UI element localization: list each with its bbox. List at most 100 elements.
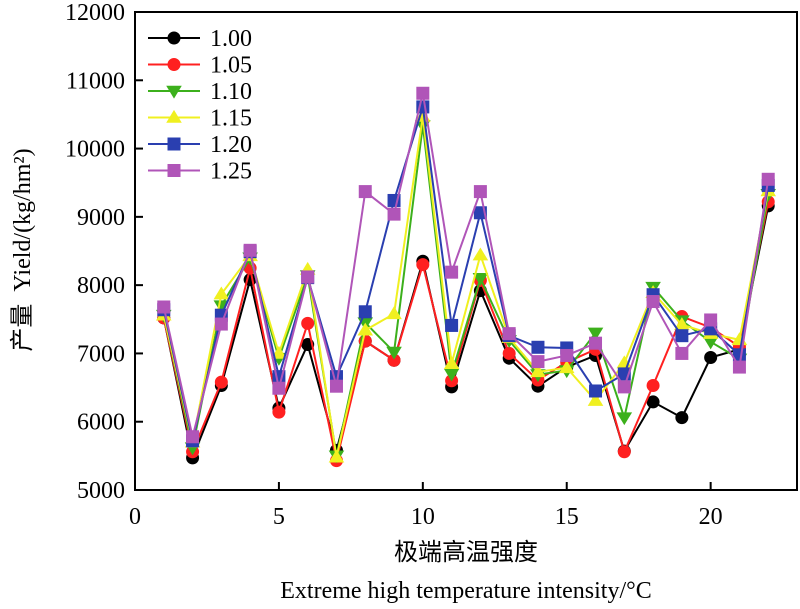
- data-point: [587, 327, 604, 341]
- series-line: [162, 93, 770, 437]
- y-axis-title-cn: 产量: [8, 304, 36, 352]
- data-point: [589, 384, 603, 398]
- data-point: [472, 273, 489, 286]
- y-tick-label: 12000: [65, 0, 125, 26]
- data-point: [445, 318, 459, 332]
- legend-marker: [167, 137, 181, 151]
- data-point: [445, 265, 459, 279]
- x-tick-label: 20: [699, 504, 723, 530]
- data-point: [186, 430, 200, 444]
- legend-item: 1.00: [148, 26, 252, 52]
- data-point: [328, 449, 345, 463]
- x-axis-title-en: Extreme high temperature intensity/°C: [280, 578, 652, 604]
- data-point: [587, 392, 604, 406]
- data-point: [272, 405, 286, 419]
- y-tick-label: 10000: [65, 137, 125, 163]
- series-layer: [155, 86, 777, 468]
- data-point: [560, 348, 574, 362]
- series-line: [162, 116, 770, 458]
- data-point: [416, 86, 430, 100]
- data-point: [704, 313, 718, 327]
- data-point: [443, 356, 460, 369]
- x-tick-label: 15: [555, 504, 579, 530]
- plot-border: [134, 11, 798, 491]
- data-point: [675, 329, 689, 343]
- x-axis-title-cn: 极端高温强度: [394, 538, 538, 566]
- data-point: [530, 364, 546, 378]
- plot-area: [134, 11, 798, 491]
- data-point: [157, 300, 171, 314]
- data-point: [214, 375, 228, 389]
- data-point: [213, 286, 230, 300]
- data-point: [531, 355, 545, 369]
- legend-marker: [166, 109, 182, 123]
- data-point: [675, 411, 689, 425]
- data-point: [473, 185, 487, 199]
- data-point: [329, 379, 343, 393]
- y-tick-label: 6000: [77, 410, 125, 436]
- y-tick-label: 7000: [77, 341, 125, 367]
- data-point: [472, 247, 489, 261]
- data-point: [646, 395, 660, 409]
- data-point: [301, 270, 315, 284]
- legend-marker: [166, 85, 182, 99]
- legend-marker: [167, 58, 181, 71]
- y-tick-label: 5000: [77, 478, 125, 504]
- y-axis-title: 产量 Yield/(kg/hm²): [8, 148, 36, 351]
- legend-label: 1.20: [210, 132, 252, 158]
- y-axis: 5000 6000 7000 8000 9000 10000 11000 12000: [65, 0, 143, 504]
- data-point: [272, 381, 286, 395]
- series-line: [162, 106, 770, 442]
- svg-text:产量 Yield/(kg/hm²): 产量 Yield/(kg/hm²): [8, 148, 36, 351]
- data-point: [443, 368, 460, 382]
- y-tick-label: 8000: [77, 273, 125, 299]
- data-point: [761, 172, 775, 186]
- data-point: [531, 340, 545, 354]
- legend-label: 1.15: [210, 106, 252, 132]
- legend-item: 1.25: [148, 159, 252, 185]
- data-point: [358, 305, 372, 319]
- y-tick-label: 9000: [77, 205, 125, 231]
- y-tick-label: 11000: [66, 68, 125, 94]
- data-point: [646, 295, 660, 309]
- legend-label: 1.25: [210, 159, 252, 185]
- data-point: [243, 243, 257, 257]
- x-tick-label: 0: [129, 504, 141, 530]
- data-point: [617, 380, 631, 394]
- data-point: [301, 316, 315, 330]
- data-point: [387, 207, 401, 221]
- legend-marker: [167, 164, 181, 177]
- data-point: [386, 306, 402, 320]
- legend-label: 1.00: [210, 26, 252, 52]
- data-point: [416, 258, 430, 272]
- data-point: [675, 346, 689, 360]
- series-1.25: [157, 86, 775, 444]
- legend-item: 1.20: [148, 132, 252, 158]
- data-point: [214, 317, 228, 331]
- data-point: [358, 185, 372, 199]
- data-point: [589, 336, 603, 350]
- data-point: [617, 445, 631, 459]
- data-point: [502, 327, 516, 341]
- legend-item: 1.05: [148, 53, 252, 79]
- x-tick-label: 10: [411, 504, 435, 530]
- data-point: [357, 322, 374, 336]
- legend-item: 1.10: [148, 79, 252, 105]
- series-line: [162, 201, 770, 461]
- data-point: [646, 379, 660, 393]
- data-point: [271, 345, 287, 359]
- legend-item: 1.15: [148, 106, 252, 132]
- legend: 1.001.051.101.151.201.25: [148, 26, 252, 185]
- y-axis-title-en: Yield/(kg/hm²): [10, 148, 36, 291]
- data-point: [386, 346, 402, 360]
- legend-label: 1.10: [210, 79, 252, 105]
- data-point: [502, 346, 516, 360]
- data-point: [558, 360, 575, 374]
- data-point: [704, 351, 718, 365]
- data-point: [732, 360, 746, 374]
- data-point: [616, 412, 633, 426]
- x-axis: 0 5 10 15 20: [129, 482, 723, 530]
- legend-marker: [167, 31, 181, 45]
- x-tick-label: 5: [273, 504, 285, 530]
